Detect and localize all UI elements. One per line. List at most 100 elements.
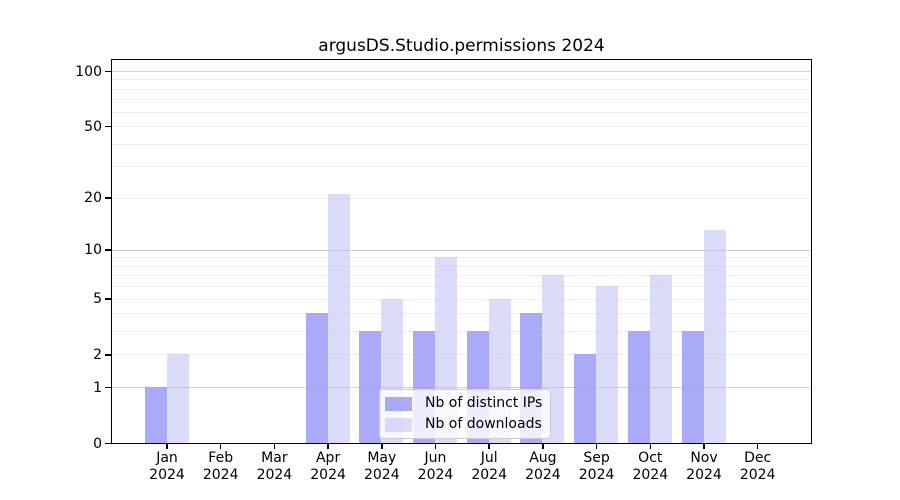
x-tick-month: Jan	[156, 450, 178, 466]
y-tick-mark	[105, 298, 111, 300]
gridline-major	[112, 249, 811, 251]
x-tick-month: Sep	[583, 450, 610, 466]
bar-downloads-sep	[596, 286, 619, 443]
y-tick-label: 100	[75, 63, 102, 80]
bar-distinct-ips-apr	[305, 313, 328, 443]
gridline-minor	[112, 257, 811, 259]
x-tick-label-nov: Nov 2024	[686, 450, 722, 484]
y-tick-mark	[105, 386, 111, 389]
bar-distinct-ips-nov	[681, 331, 704, 443]
legend-entry-distinct-ips: Nb of distinct IPs	[385, 396, 542, 411]
bar-downloads-nov	[703, 230, 726, 443]
x-tick-year: 2024	[417, 467, 454, 483]
x-tick-mark	[488, 444, 490, 449]
x-tick-mark	[434, 444, 437, 449]
x-tick-label-jun: Jun 2024	[418, 450, 454, 484]
x-tick-label-may: May 2024	[364, 450, 400, 484]
gridline-minor	[112, 298, 811, 300]
y-tick-label: 1	[93, 379, 102, 396]
legend-label-distinct-ips: Nb of distinct IPs	[425, 395, 543, 411]
x-tick-year: 2024	[149, 467, 185, 483]
gridline-minor	[112, 111, 811, 113]
y-tick-mark	[105, 354, 111, 356]
gridline-minor	[112, 79, 811, 81]
y-tick-label: 0	[93, 435, 102, 452]
legend-swatch-distinct-ips	[385, 396, 412, 411]
y-tick-mark	[105, 70, 111, 73]
gridline-minor	[112, 88, 811, 90]
x-tick-mark	[542, 444, 544, 449]
y-tick-label: 5	[93, 291, 102, 308]
bar-distinct-ips-may	[359, 331, 382, 443]
x-tick-year: 2024	[578, 467, 615, 483]
chart-title: argusDS.Studio.permissions 2024	[318, 36, 605, 56]
x-tick-month: Oct	[638, 450, 663, 466]
bar-distinct-ips-oct	[627, 331, 650, 443]
x-tick-month: Mar	[261, 450, 288, 466]
legend-swatch-downloads	[385, 417, 412, 432]
x-tick-mark	[381, 444, 383, 449]
gridline-minor	[112, 99, 811, 101]
gridline-minor	[112, 265, 811, 267]
x-tick-mark	[327, 444, 329, 449]
y-tick-label: 2	[93, 346, 102, 363]
x-tick-mark	[703, 444, 705, 449]
x-tick-month: Apr	[315, 450, 341, 466]
x-tick-year: 2024	[363, 467, 400, 483]
gridline-minor	[112, 313, 811, 315]
y-tick-label: 50	[84, 118, 102, 135]
bar-downloads-apr	[327, 193, 350, 443]
gridline-minor	[112, 286, 811, 288]
x-tick-month: Dec	[744, 450, 772, 466]
x-tick-year: 2024	[686, 467, 722, 483]
x-tick-month: Aug	[529, 450, 557, 466]
plot-area	[111, 59, 812, 444]
y-tick-mark	[105, 197, 111, 199]
x-tick-year: 2024	[471, 467, 508, 483]
gridline-minor	[112, 197, 811, 199]
x-tick-year: 2024	[202, 467, 239, 483]
x-tick-label-feb: Feb 2024	[203, 450, 239, 484]
gridline-major	[112, 71, 811, 72]
gridline-minor	[112, 275, 811, 277]
bar-downloads-jan	[166, 354, 189, 443]
y-tick-label: 20	[84, 190, 102, 207]
y-tick-mark	[105, 442, 111, 445]
x-tick-month: Jul	[480, 450, 498, 466]
gridline-minor	[112, 143, 811, 145]
x-tick-year: 2024	[525, 467, 561, 483]
gridline-minor	[112, 354, 811, 356]
x-tick-mark	[219, 444, 222, 449]
gridline-minor	[112, 126, 811, 128]
x-tick-mark	[649, 444, 652, 449]
x-tick-month: Nov	[690, 450, 718, 466]
gridline-minor	[112, 331, 811, 333]
bar-distinct-ips-jan	[144, 387, 167, 443]
x-tick-year: 2024	[256, 467, 293, 483]
x-tick-year: 2024	[739, 467, 776, 483]
bar-distinct-ips-sep	[574, 354, 597, 443]
y-tick-mark	[105, 125, 111, 128]
x-tick-label-sep: Sep 2024	[579, 450, 615, 484]
x-tick-year: 2024	[632, 467, 669, 483]
x-tick-mark	[595, 444, 598, 449]
legend-label-downloads: Nb of downloads	[425, 416, 542, 432]
x-tick-mark	[273, 444, 276, 449]
x-tick-month: Feb	[208, 450, 234, 466]
x-tick-label-jan: Jan 2024	[149, 450, 185, 484]
legend: Nb of distinct IPs Nb of downloads	[379, 389, 552, 439]
x-tick-label-aug: Aug 2024	[525, 450, 561, 484]
x-tick-label-dec: Dec 2024	[740, 450, 776, 484]
x-tick-label-apr: Apr 2024	[310, 450, 346, 484]
bar-downloads-oct	[649, 275, 672, 443]
y-tick-mark	[105, 249, 111, 251]
x-tick-label-mar: Mar 2024	[257, 450, 293, 484]
x-tick-month: Jun	[424, 450, 447, 466]
x-tick-label-oct: Oct 2024	[632, 450, 668, 484]
x-tick-mark	[166, 444, 168, 449]
y-tick-label: 10	[84, 242, 102, 259]
x-tick-year: 2024	[310, 467, 346, 483]
x-tick-label-jul: Jul 2024	[471, 450, 507, 484]
x-tick-mark	[756, 444, 759, 449]
